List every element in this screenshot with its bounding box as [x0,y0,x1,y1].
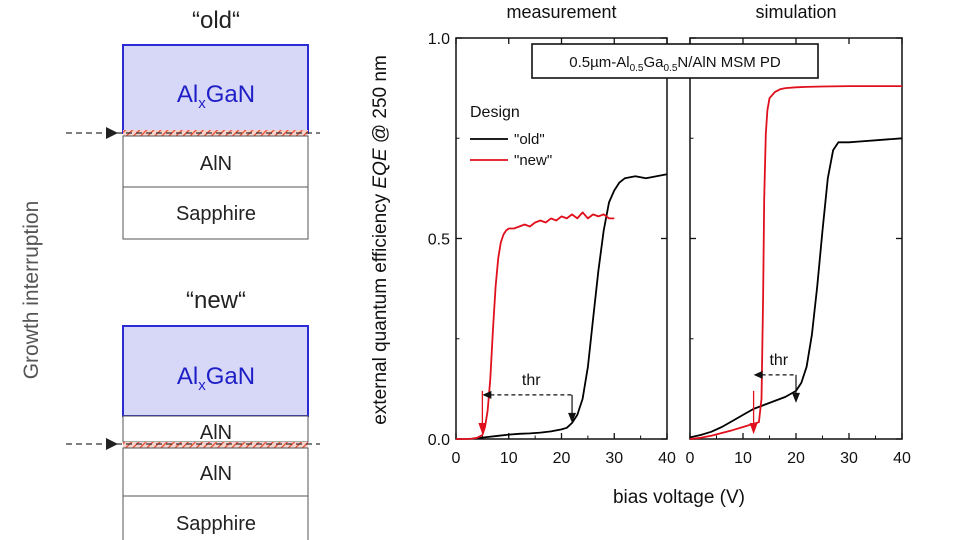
thr-down-arrow-icon [792,392,800,403]
thr-down-arrow-icon [568,412,577,423]
panel-1: simulation 0 10 20 30 40 thr [686,2,911,467]
red-marker-arrow-icon [478,422,487,435]
new-algan-label: AlxGaN [177,363,255,394]
y-tick-label: 0.5 [428,232,450,249]
thr-label: thr [522,372,541,389]
series-line-old [476,173,668,440]
new-algan-layer [122,325,309,417]
new-sapphire-layer [122,495,309,540]
y-tick-label: 1.0 [428,31,450,48]
x-tick-label: 0 [686,450,695,467]
old-stack-title: “old“ [192,7,240,34]
material-annotation: 0.5µm-Al0.5Ga0.5N/AlN MSM PD [531,43,819,79]
legend-entry-new: "new" [514,152,552,169]
x-tick-label: 10 [500,450,518,467]
old-interruption-arrow-icon [106,127,118,139]
old-aln-label: AlN [200,153,232,175]
material-annotation-text: 0.5µm-Al0.5Ga0.5N/AlN MSM PD [569,54,781,74]
series-line-new [456,211,615,440]
growth-interruption-label: Growth interruption [20,201,43,380]
x-tick-label: 20 [787,450,805,467]
x-tick-label: 0 [452,450,461,467]
thr-arrowhead-icon [482,390,492,399]
series-line-new [689,85,902,440]
x-tick-label: 30 [840,450,858,467]
panel-title: simulation [755,2,836,22]
old-sapphire-layer [122,186,309,240]
series-line-old [689,137,903,439]
x-tick-label: 10 [734,450,752,467]
old-stack: AlxGaN AlN Sapphire [66,44,320,240]
x-axis-label: bias voltage (V) [613,487,745,508]
legend-entry-old: "old" [514,131,545,148]
x-tick-label: 30 [605,450,623,467]
new-aln-label: AlN [200,463,232,485]
material-annotation-box [531,43,819,79]
old-sapphire-label: Sapphire [176,203,256,225]
old-aln-layer [122,135,309,188]
new-thin-aln-layer [122,415,309,443]
panel-0: measurement 0 10 20 30 40 0.0 0.5 1.0 thr [428,2,676,467]
new-aln-layer [122,447,309,497]
old-algan-label: AlxGaN [177,81,255,112]
new-thin-aln-label: AlN [200,422,232,444]
panel-frame [455,37,668,440]
x-tick-label: 40 [893,450,911,467]
thr-arrowhead-icon [753,370,763,379]
new-stack-title: “new“ [186,287,246,314]
new-stack: AlxGaN AlN AlN Sapphire [66,325,320,540]
y-tick-label: 0.0 [428,432,450,449]
legend: Design "old" "new" [470,104,552,169]
thr-label: thr [769,352,788,369]
y-axis-label: external quantum efficiency EQE @ 250 nm [370,55,391,425]
old-interface-hatch [123,130,308,136]
legend-title: Design [470,104,520,121]
red-marker-arrow-icon [749,422,758,435]
old-algan-layer [122,44,309,134]
x-tick-label: 40 [658,450,676,467]
panel-title: measurement [506,2,616,22]
new-sapphire-label: Sapphire [176,513,256,535]
x-tick-label: 20 [553,450,571,467]
new-interface-hatch [123,442,308,448]
new-interruption-arrow-icon [106,438,118,450]
